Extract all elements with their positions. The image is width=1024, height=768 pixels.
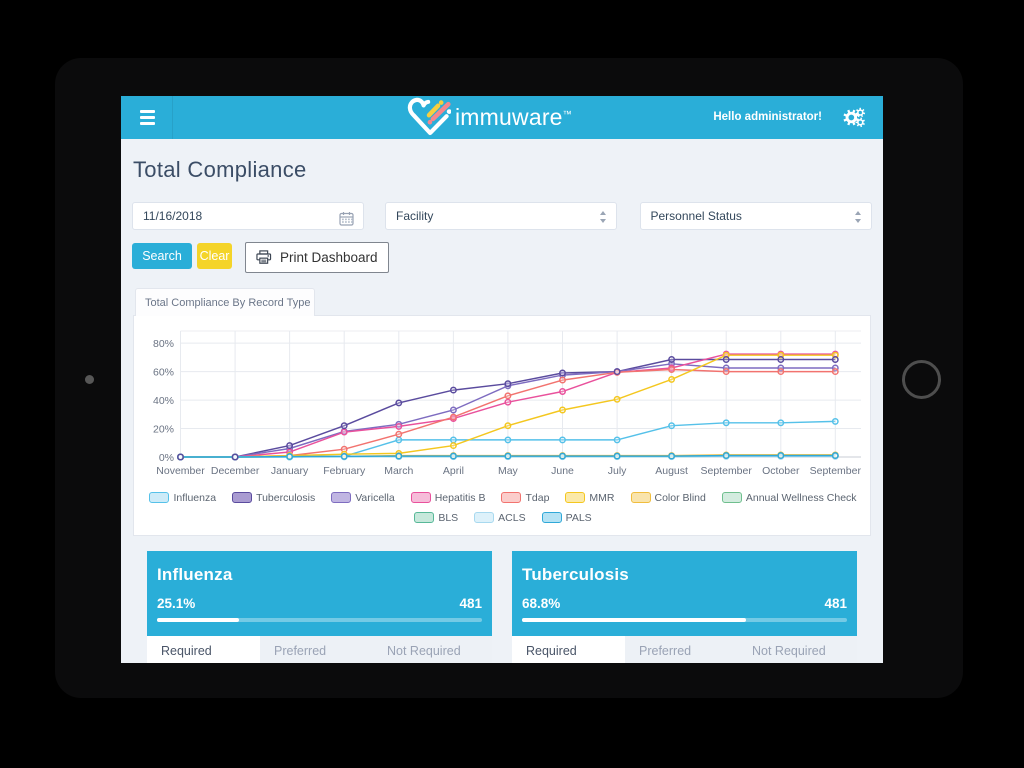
svg-text:80%: 80% (153, 338, 174, 350)
svg-text:January: January (271, 465, 309, 477)
svg-text:December: December (211, 465, 260, 477)
svg-text:April: April (443, 465, 464, 477)
svg-text:November: November (156, 465, 205, 477)
svg-text:March: March (384, 465, 413, 477)
svg-text:60%: 60% (153, 366, 174, 378)
svg-text:June: June (551, 465, 574, 477)
svg-text:40%: 40% (153, 395, 174, 407)
svg-text:August: August (655, 465, 688, 477)
svg-text:July: July (608, 465, 627, 477)
svg-text:February: February (323, 465, 366, 477)
svg-text:September: September (701, 465, 753, 477)
svg-text:May: May (498, 465, 519, 477)
svg-text:0%: 0% (159, 452, 174, 464)
svg-text:October: October (762, 465, 800, 477)
svg-text:September: September (810, 465, 862, 477)
svg-text:20%: 20% (153, 423, 174, 435)
